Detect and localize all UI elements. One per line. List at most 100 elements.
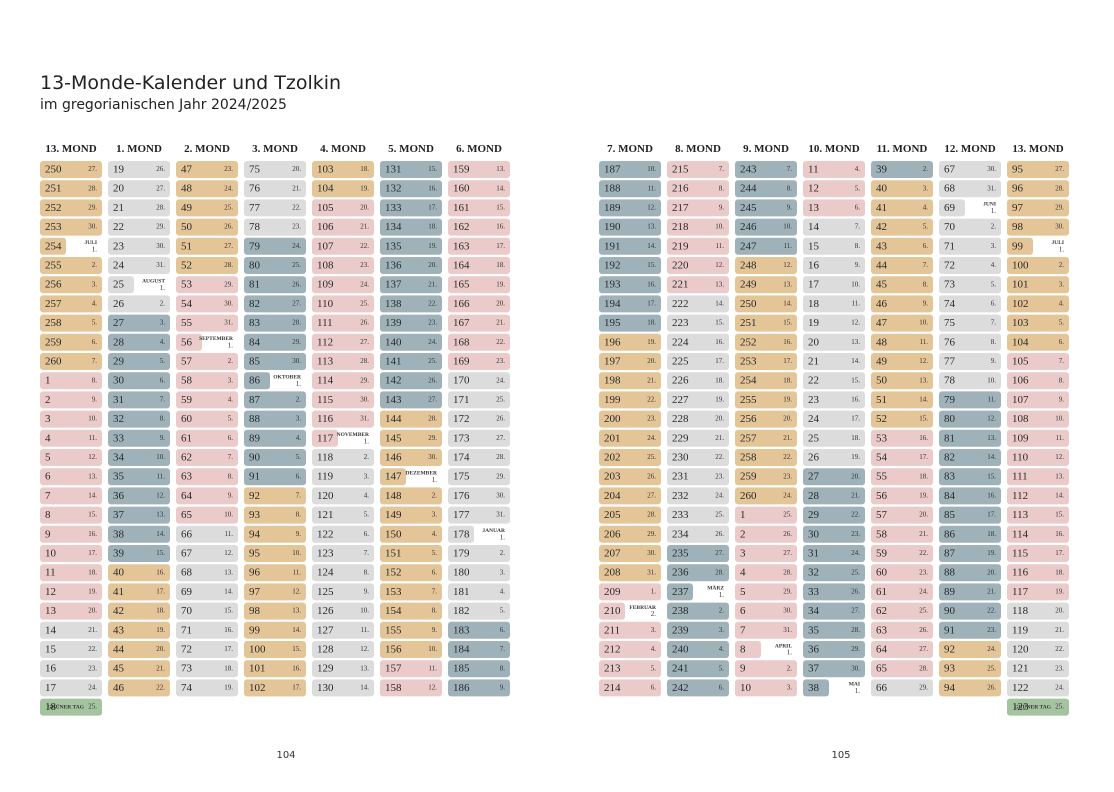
date: 13. [360,664,369,672]
date: 24. [919,588,928,596]
day-cell [448,314,510,332]
day-cell [40,391,102,409]
day-cell [312,641,374,658]
kin-number: 229 [672,432,689,444]
date: 30. [360,396,369,404]
kin-number: 76 [249,183,261,195]
date: 4. [228,396,234,404]
kin-number: 44 [113,644,125,656]
kin-number: 129 [317,663,334,675]
date: 19. [360,184,369,192]
day-cell [108,161,170,178]
kin-number: 231 [672,471,689,483]
kin-number: 173 [453,432,470,444]
date: 9. [432,626,438,634]
kin-number: 85 [249,356,261,368]
date: 18. [987,530,996,538]
moon-header: 7. MOND [607,143,653,155]
day-cell [380,583,442,601]
date: 24. [783,492,792,500]
date: 30. [292,357,301,365]
day-cell [244,372,270,390]
kin-number: 253 [45,221,62,233]
date: 22. [1055,645,1064,653]
day-cell [667,295,729,313]
day-cell [939,545,1001,562]
date: 24. [715,492,724,500]
date: 10. [360,607,369,615]
date: 16. [224,626,233,634]
kin-number: 182 [453,605,470,617]
date: 26. [987,684,996,692]
day-cell [312,237,374,255]
day-cell [176,564,238,582]
day-cell [735,525,797,543]
kin-number: 97 [1012,202,1024,214]
date: 12. [292,588,301,596]
date: 2. [228,357,234,365]
date: 5. [923,223,929,231]
date: 19. [496,280,505,288]
date: 15. [987,472,996,480]
kin-number: 59 [876,548,888,560]
day-cell [871,429,933,447]
kin-number: 165 [453,279,470,291]
kin-number: 103 [317,164,334,176]
day-cell [176,333,202,351]
date: 20. [851,472,860,480]
day-cell [871,621,933,639]
kin-number: 20 [113,183,125,195]
date: 27. [647,492,656,500]
moon-header: 9. MOND [743,143,789,155]
kin-number: 16 [808,260,820,272]
date: 17. [715,357,724,365]
date: 29. [292,338,301,346]
day-cell [448,679,510,697]
day-cell [312,468,374,486]
day-cell [312,314,374,332]
kin-number: 4 [45,432,51,444]
moon-header: 13. MOND [45,143,96,155]
kin-number: 42 [113,605,124,617]
kin-number: 235 [672,548,689,560]
day-cell [312,199,374,217]
date: 7. [432,588,438,596]
day-cell [735,429,797,447]
date: 16. [647,280,656,288]
date: 30. [987,165,996,173]
day-cell [312,372,374,390]
kin-number: 51 [876,394,887,406]
kin-number: 178 [453,528,470,540]
date: 12. [360,645,369,653]
date: 19. [88,588,97,596]
kin-number: 17 [45,682,57,694]
date: 18. [224,664,233,672]
date: 20. [919,511,928,519]
day-cell [667,564,729,582]
day-cell [448,180,510,198]
date: 15. [919,415,928,423]
day-cell [108,641,170,658]
day-cell [176,525,238,543]
date: 8. [296,511,302,519]
kin-number: 131 [385,164,402,176]
date: 11. [784,242,793,250]
day-cell [871,449,933,466]
day-cell [871,295,933,313]
date: 19. [715,396,724,404]
month-label: MAI [849,682,860,688]
day-cell [735,314,797,332]
day-cell [1007,295,1069,313]
day-cell [871,333,933,351]
kin-number: 15 [45,644,57,656]
day-cell [380,161,442,178]
kin-number: 35 [808,624,820,636]
date: 18. [156,607,165,615]
day-cell [380,660,442,678]
day-cell [939,641,1001,658]
kin-number: 142 [385,375,402,387]
day-cell [40,333,102,351]
kin-number: 100 [1012,260,1029,272]
date: 27. [1055,165,1064,173]
day-cell [448,621,510,639]
